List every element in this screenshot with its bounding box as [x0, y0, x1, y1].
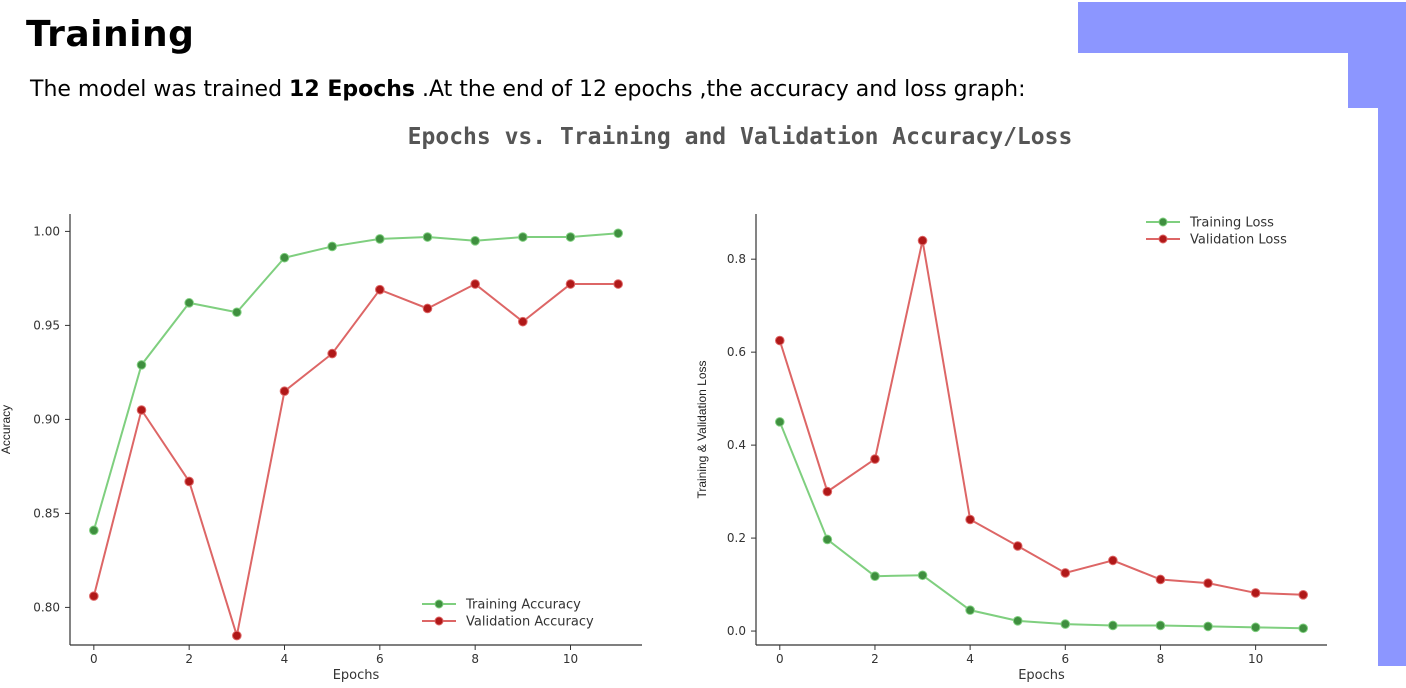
loss-training-point — [917, 570, 928, 581]
loss-training-point — [1203, 621, 1213, 632]
acc-validation-point — [184, 476, 194, 487]
acc-training-point — [470, 236, 480, 246]
acc-x-tick-label: 10 — [563, 652, 578, 666]
loss-y-axis-label: Training & Validation Loss — [695, 360, 709, 498]
loss-training-point — [870, 571, 880, 582]
acc-training-point — [136, 360, 147, 370]
acc-training-point — [518, 232, 528, 242]
acc-training-point — [89, 525, 99, 536]
acc-training-point — [422, 232, 433, 242]
acc-validation-point — [136, 405, 147, 415]
acc-x-tick-label: 8 — [471, 652, 479, 666]
loss-x-tick-label: 2 — [871, 652, 879, 666]
loss-y-tick-label: 0.6 — [727, 345, 746, 359]
slide-title: Training — [26, 14, 195, 55]
acc-validation-point — [89, 591, 99, 601]
acc-y-tick-label: 0.85 — [33, 506, 60, 520]
loss-x-tick-label: 0 — [776, 652, 784, 666]
loss-training-point — [774, 417, 785, 427]
loss-training-point — [1155, 620, 1166, 631]
loss-x-tick-label: 10 — [1248, 652, 1263, 666]
loss-training-point — [1250, 622, 1261, 633]
loss-training-line — [778, 421, 1304, 630]
acc-x-tick-label: 4 — [281, 652, 289, 666]
acc-training-point — [565, 232, 576, 242]
figure-title: Epochs vs. Training and Validation Accur… — [407, 124, 1073, 150]
loss-validation-point — [1155, 574, 1166, 585]
acc-training-point — [184, 298, 194, 308]
description-epochs-bold: 12 Epochs — [289, 77, 416, 102]
description-text-start: The model was trained — [30, 77, 290, 102]
acc-x-tick-label: 0 — [90, 652, 98, 666]
loss-training-point — [1012, 616, 1023, 626]
acc-training-point — [327, 241, 337, 252]
acc-x-axis-label: Epochs — [333, 668, 380, 683]
loss-validation-point — [1298, 589, 1309, 600]
acc-training-point — [279, 252, 290, 263]
loss-validation-point — [774, 335, 785, 346]
loss-training-point — [1108, 620, 1118, 631]
loss-legend-training-marker — [1158, 217, 1168, 227]
slide-description: The model was trained 12 Epochs .At the … — [30, 77, 1025, 102]
loss-training-point — [1060, 619, 1071, 629]
acc-y-tick-label: 1.00 — [33, 224, 60, 238]
acc-validation-point — [232, 630, 242, 641]
acc-validation-point — [470, 279, 480, 289]
acc-legend-validation-label: Validation Accuracy — [466, 615, 594, 630]
acc-legend-training-label: Training Accuracy — [465, 598, 581, 613]
acc-x-tick-label: 6 — [376, 652, 384, 666]
loss-x-tick-label: 4 — [966, 652, 974, 666]
acc-training-line — [92, 232, 619, 531]
acc-x-tick-label: 2 — [185, 652, 193, 666]
acc-y-axis-label: Accuracy — [0, 405, 13, 454]
acc-y-tick-label: 0.80 — [33, 600, 60, 614]
loss-validation-point — [1108, 555, 1118, 566]
loss-x-tick-label: 6 — [1061, 652, 1069, 666]
loss-legend-validation-marker — [1158, 234, 1168, 244]
loss-validation-point — [1012, 541, 1023, 551]
acc-validation-point — [375, 284, 385, 295]
acc-validation-point — [327, 348, 337, 359]
acc-validation-point — [279, 386, 290, 397]
loss-y-tick-label: 0.8 — [727, 252, 746, 266]
acc-validation-point — [518, 316, 528, 327]
loss-legend-validation-label: Validation Loss — [1190, 233, 1287, 248]
acc-validation-line — [92, 282, 619, 636]
loss-y-tick-label: 0.2 — [727, 531, 746, 545]
loss-validation-point — [1060, 568, 1071, 578]
acc-validation-point — [613, 279, 623, 289]
decorative-accent-bar-side — [1378, 108, 1406, 666]
loss-training-point — [965, 605, 975, 615]
description-text-end: .At the end of 12 epochs ,the accuracy a… — [415, 77, 1026, 102]
loss-training-point — [822, 534, 833, 545]
loss-validation-line — [778, 240, 1304, 596]
loss-training-point — [1298, 623, 1309, 634]
acc-legend-training-marker — [434, 599, 444, 609]
acc-training-point — [232, 307, 242, 318]
loss-x-tick-label: 8 — [1157, 652, 1165, 666]
acc-validation-point — [422, 303, 433, 314]
loss-y-tick-label: 0.0 — [727, 624, 746, 638]
acc-training-point — [613, 228, 623, 239]
acc-y-tick-label: 0.90 — [33, 412, 60, 426]
loss-validation-point — [870, 454, 880, 464]
loss-validation-point — [965, 514, 975, 525]
loss-x-axis-label: Epochs — [1018, 668, 1065, 683]
loss-y-tick-label: 0.4 — [727, 438, 746, 452]
loss-legend-training-label: Training Loss — [1189, 216, 1274, 231]
loss-validation-point — [1203, 578, 1213, 588]
loss-validation-point — [917, 235, 928, 246]
loss-validation-point — [1250, 588, 1261, 598]
decorative-accent-bar-middle — [1348, 53, 1406, 108]
acc-legend-validation-marker — [434, 616, 444, 626]
acc-training-point — [375, 234, 385, 244]
acc-y-tick-label: 0.95 — [33, 318, 60, 332]
decorative-accent-bar-top — [1078, 2, 1406, 53]
acc-validation-point — [565, 279, 576, 289]
loss-validation-point — [822, 486, 833, 497]
